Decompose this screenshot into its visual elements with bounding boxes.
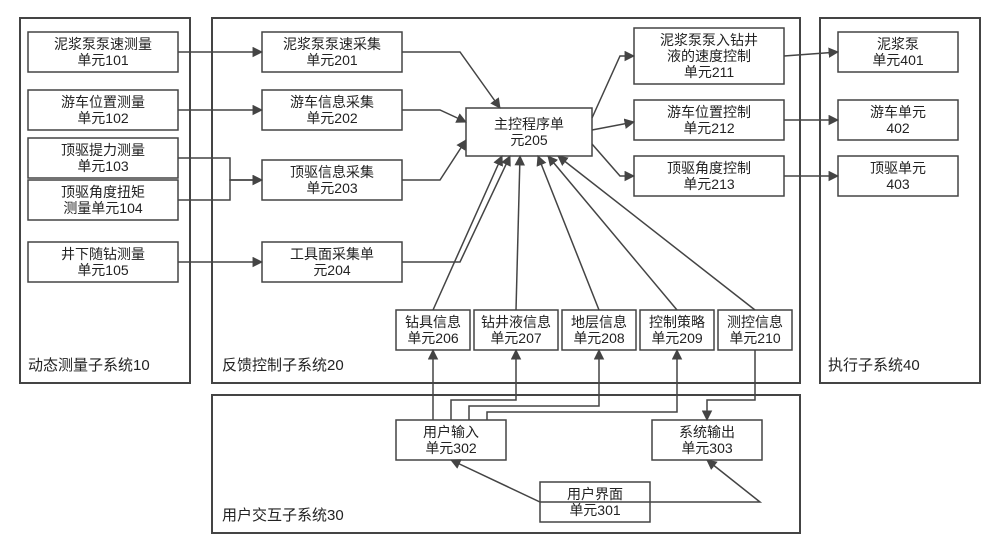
u402-line2: 402: [886, 120, 910, 136]
u103-line1: 顶驱提力测量: [61, 142, 145, 158]
u104-line1: 顶驱角度扭矩: [61, 184, 145, 200]
u201-line2: 单元201: [306, 52, 358, 68]
u213-line2: 单元213: [683, 176, 735, 192]
arrow-11: [592, 144, 634, 176]
arrow-9: [592, 56, 634, 118]
arrow-24: [707, 350, 755, 420]
diagram-canvas: 动态测量子系统10 反馈控制子系统20 执行子系统40 用户交互子系统30 泥浆泵泵速测…: [0, 0, 1000, 544]
c10-label: 动态测量子系统10: [28, 357, 150, 374]
u302-line2: 单元302: [425, 440, 477, 456]
c40-label: 执行子系统40: [828, 357, 920, 374]
u101-line1: 泥浆泵泵速测量: [54, 36, 152, 52]
u401-line2: 单元401: [872, 52, 924, 68]
u101-line2: 单元101: [77, 52, 129, 68]
u301-line1: 用户界面: [567, 486, 623, 502]
arrow-8: [402, 156, 510, 262]
arrow-12: [784, 52, 838, 56]
u104-line2: 测量单元104: [63, 200, 143, 216]
arrow-17: [538, 156, 599, 310]
u105-line1: 井下随钻测量: [61, 246, 145, 262]
u207-line1: 钻井液信息: [481, 314, 551, 330]
u303-line1: 系统输出: [679, 424, 735, 440]
arrow-5: [402, 52, 500, 108]
u212-line1: 游车位置控制: [667, 104, 751, 120]
u402-line1: 游车单元: [870, 104, 926, 120]
u204-line2: 元204: [313, 262, 351, 278]
u208-line2: 单元208: [573, 330, 625, 346]
u301-line2: 单元301: [569, 502, 621, 518]
u201-line1: 泥浆泵泵速采集: [283, 36, 381, 52]
arrow-16: [516, 156, 520, 310]
arrow-10: [592, 122, 634, 130]
u206-line2: 单元206: [407, 330, 459, 346]
u205-line2: 元205: [510, 132, 548, 148]
arrow-7: [402, 140, 466, 180]
u208-line1: 地层信息: [571, 314, 627, 330]
u401-line1: 泥浆泵: [877, 36, 919, 52]
u302-line1: 用户输入: [423, 424, 479, 440]
u102-line1: 游车位置测量: [61, 94, 145, 110]
u403-line2: 403: [886, 176, 910, 192]
u203-line1: 顶驱信息采集: [290, 164, 374, 180]
u403-line1: 顶驱单元: [870, 160, 926, 176]
arrow-22: [469, 350, 599, 420]
u303-line2: 单元303: [681, 440, 733, 456]
u205-line1: 主控程序单: [494, 116, 564, 132]
arrow-15: [433, 156, 502, 310]
u210-line1: 测控信息: [727, 314, 783, 330]
u105-line2: 单元105: [77, 262, 129, 278]
u209-line2: 单元209: [651, 330, 703, 346]
u202-line2: 单元202: [306, 110, 358, 126]
arrow-6: [402, 110, 466, 122]
u210-line2: 单元210: [729, 330, 781, 346]
c30-label: 用户交互子系统30: [222, 506, 344, 524]
arrow-21: [451, 350, 516, 420]
u102-line2: 单元102: [77, 110, 129, 126]
u103-line2: 单元103: [77, 158, 129, 174]
u206-line1: 钻具信息: [405, 314, 461, 330]
u204-line1: 工具面采集单: [290, 246, 374, 262]
u211-line1: 泥浆泵泵入钻井: [660, 32, 758, 48]
arrow-26: [650, 460, 760, 502]
u207-line2: 单元207: [490, 330, 542, 346]
u211-line3: 单元211: [684, 64, 735, 80]
u211-line2: 液的速度控制: [667, 48, 751, 64]
c20-label: 反馈控制子系统20: [222, 357, 344, 374]
u202-line1: 游车信息采集: [290, 94, 374, 110]
u213-line1: 顶驱角度控制: [667, 160, 751, 176]
u203-line2: 单元203: [306, 180, 358, 196]
u209-line1: 控制策略: [649, 314, 705, 330]
u212-line2: 单元212: [683, 120, 735, 136]
